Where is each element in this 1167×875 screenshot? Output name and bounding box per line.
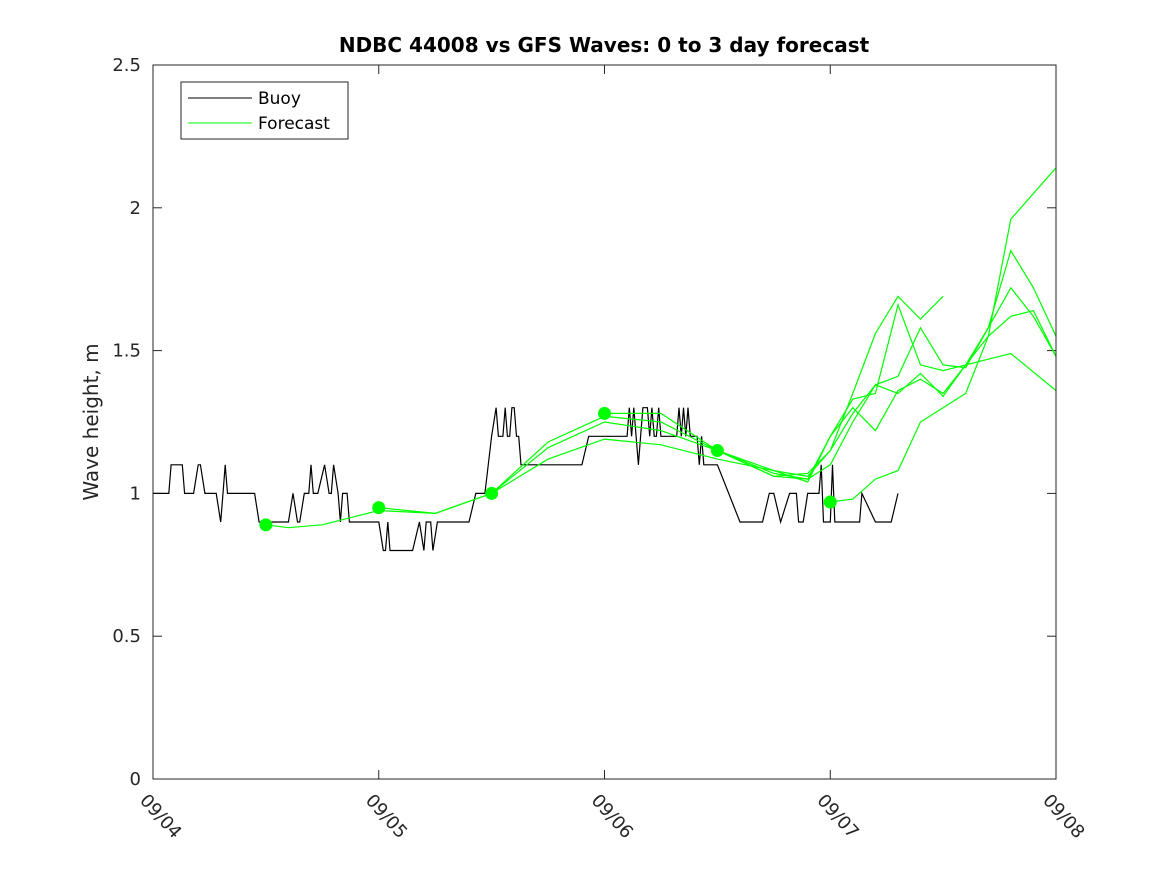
legend-buoy-label: Buoy bbox=[258, 89, 301, 109]
forecast-start-marker bbox=[259, 518, 273, 532]
forecast-line-3 bbox=[491, 286, 1057, 494]
buoy-line bbox=[153, 407, 899, 552]
legend: Buoy Forecast bbox=[180, 81, 349, 140]
legend-box bbox=[180, 81, 349, 140]
y-tick-label: 1.5 bbox=[112, 341, 141, 362]
forecast-line-6 bbox=[830, 167, 1057, 503]
forecast-start-marker bbox=[598, 406, 611, 420]
legend-forecast-label: Forecast bbox=[258, 114, 330, 134]
chart-title: NDBC 44008 vs GFS Waves: 0 to 3 day fore… bbox=[339, 33, 870, 57]
forecast-line-5 bbox=[717, 309, 1057, 477]
forecast-line-1 bbox=[265, 295, 944, 529]
y-axis-label: Wave height, m bbox=[79, 343, 103, 500]
y-tick-label: 2.5 bbox=[112, 55, 141, 76]
y-tick-label: 0 bbox=[130, 769, 141, 790]
forecast-start-marker bbox=[823, 495, 837, 509]
series-layer bbox=[153, 167, 1057, 552]
forecast-start-marker bbox=[710, 444, 724, 458]
y-tick-label: 0.5 bbox=[112, 626, 141, 647]
y-tick-label: 2 bbox=[130, 198, 141, 219]
y-tick-label: 1 bbox=[130, 483, 141, 504]
forecast-start-marker bbox=[372, 501, 386, 515]
forecast-start-marker bbox=[485, 486, 499, 500]
plot-frame bbox=[152, 64, 1057, 780]
